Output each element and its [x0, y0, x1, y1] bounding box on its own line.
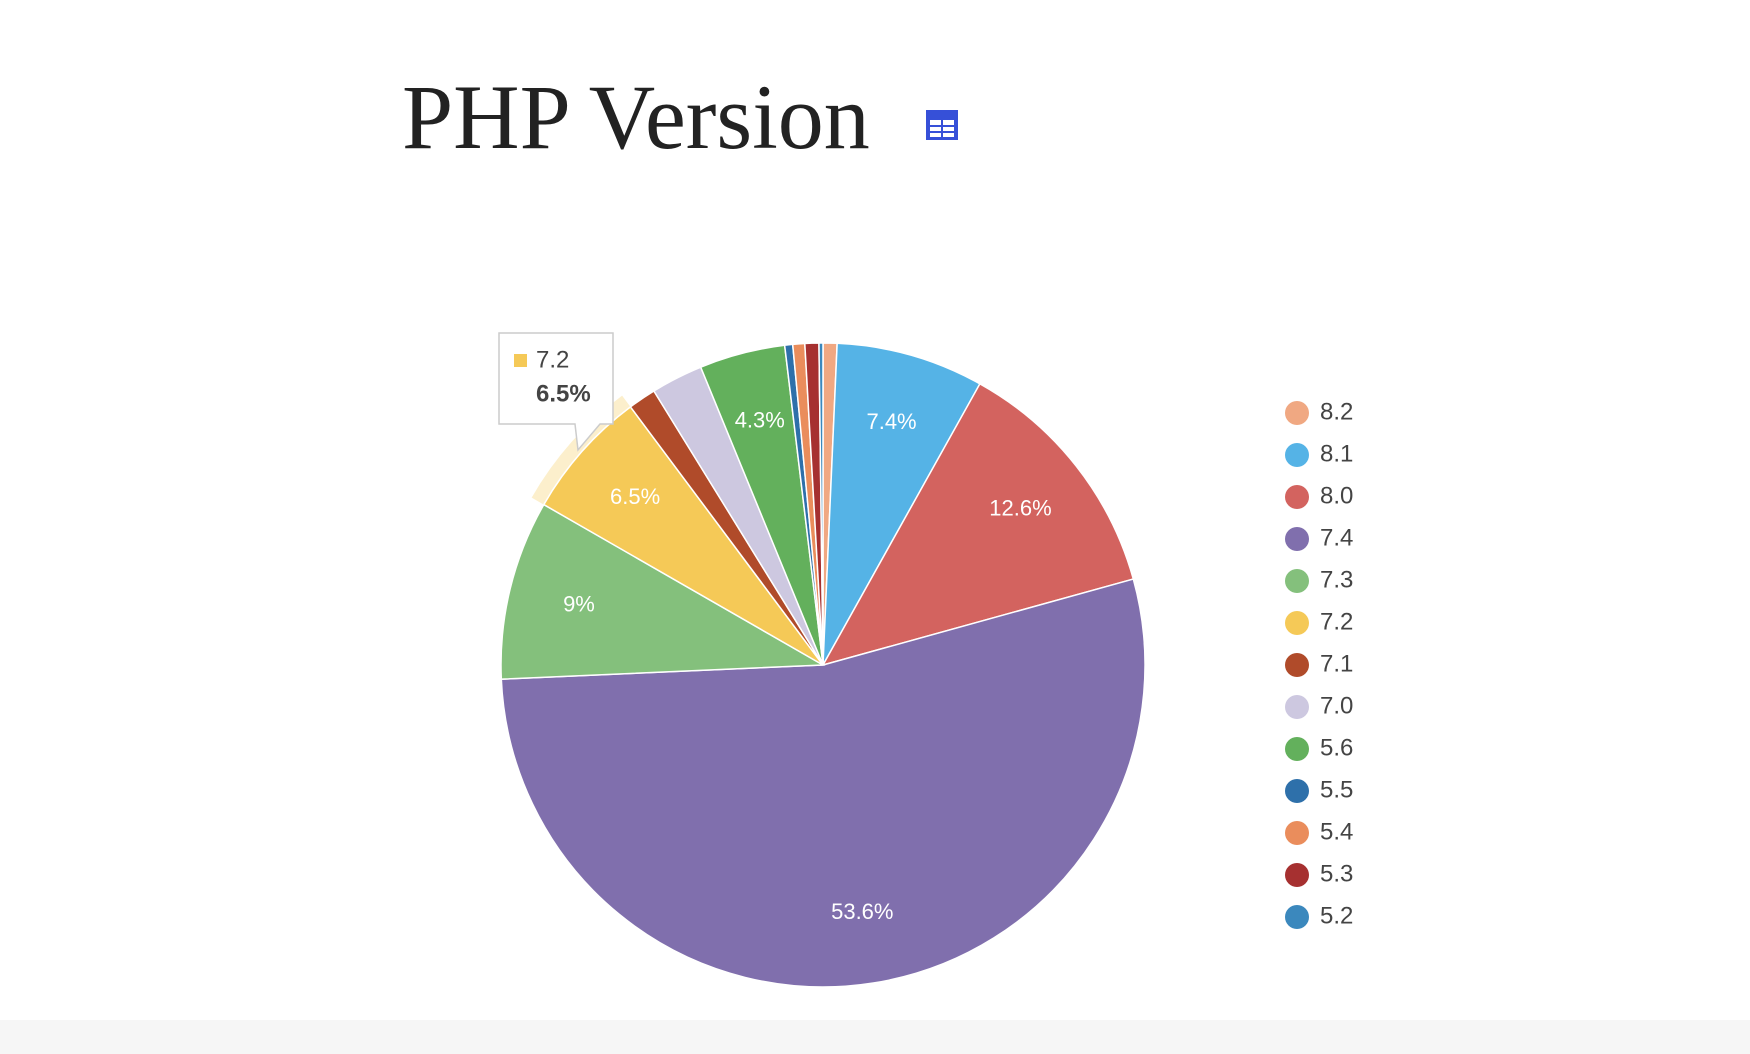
legend-swatch: [1285, 527, 1309, 551]
tooltip-box: [498, 332, 614, 452]
legend-label: 5.5: [1320, 776, 1353, 803]
slice: [500, 503, 826, 680]
tooltip: 7.2 6.5%: [498, 332, 614, 452]
slice: [542, 405, 824, 666]
legend-label: 8.0: [1320, 482, 1353, 509]
pie: 7.4% 12.6% 53.6% 9% 6.5% 4.3%: [500, 342, 1146, 988]
legend-swatch: [1285, 779, 1309, 803]
slice: [500, 578, 1146, 988]
slice: [822, 342, 981, 666]
legend-label: 7.4: [1320, 524, 1353, 551]
legend-label: 7.3: [1320, 566, 1353, 593]
slice-label: 6.5%: [610, 484, 660, 509]
legend-swatch: [1285, 737, 1309, 761]
legend-swatch: [1285, 863, 1309, 887]
slice-label: 53.6%: [831, 899, 893, 924]
slice-label: 7.4%: [866, 409, 916, 434]
footer-band: [0, 1020, 1750, 1054]
chart-title: PHP Version: [402, 66, 870, 168]
legend: 8.2 8.1 8.0 7.4 7.3 7.2 7.1 7.0 5.6 5.5 5.4 5.3 5.2: [1285, 398, 1353, 929]
table-icon[interactable]: [926, 110, 958, 140]
slice-label: 12.6%: [989, 496, 1051, 521]
legend-label: 7.0: [1320, 692, 1353, 719]
legend-swatch: [1285, 695, 1309, 719]
legend-label: 5.6: [1320, 734, 1353, 761]
slice-label: 9%: [563, 591, 595, 616]
legend-swatch: [1285, 611, 1309, 635]
legend-swatch: [1285, 653, 1309, 677]
legend-label: 5.4: [1320, 818, 1353, 845]
legend-swatch: [1285, 443, 1309, 467]
legend-swatch: [1285, 905, 1309, 929]
legend-swatch: [1285, 485, 1309, 509]
legend-label: 5.3: [1320, 860, 1353, 887]
legend-label: 7.1: [1320, 650, 1353, 677]
tooltip-swatch: [514, 354, 527, 367]
legend-swatch: [1285, 821, 1309, 845]
legend-label: 8.2: [1320, 398, 1353, 425]
legend-label: 5.2: [1320, 902, 1353, 929]
slice: [818, 342, 824, 666]
tooltip-value: 6.5%: [536, 380, 591, 407]
legend-label: 8.1: [1320, 440, 1353, 467]
tooltip-category: 7.2: [536, 346, 569, 373]
legend-label: 7.2: [1320, 608, 1353, 635]
legend-swatch: [1285, 401, 1309, 425]
legend-swatch: [1285, 569, 1309, 593]
slice: [821, 382, 1135, 667]
slice-label: 4.3%: [735, 408, 785, 433]
